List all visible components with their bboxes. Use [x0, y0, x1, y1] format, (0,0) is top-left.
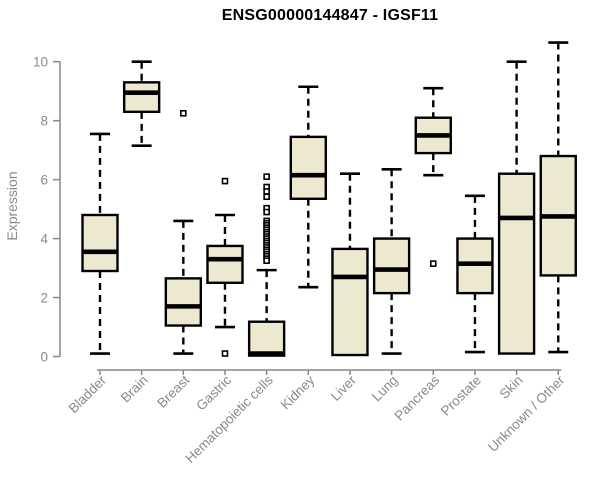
box: [497, 172, 536, 355]
category-label: Unknown / Other: [485, 372, 568, 455]
box: [372, 237, 411, 295]
y-tick-label: 4: [40, 232, 48, 247]
outlier-point: [263, 188, 270, 195]
category-label: Liver: [328, 372, 360, 404]
category-label: Breast: [154, 372, 192, 410]
category-label: Pancreas: [391, 372, 442, 423]
category-label: Brain: [118, 373, 151, 406]
y-tick-label: 6: [40, 173, 48, 188]
y-tick-label: 8: [40, 114, 48, 129]
category-label: Bladder: [66, 372, 110, 416]
outlier-point: [429, 260, 437, 267]
outlier-point: [221, 350, 229, 357]
box: [164, 277, 203, 327]
box: [247, 320, 286, 357]
box: [206, 244, 244, 284]
box: [289, 135, 327, 200]
chart-title: ENSG00000144847 - IGSF11: [221, 7, 439, 24]
box: [331, 247, 369, 357]
y-tick-label: 0: [40, 350, 48, 365]
category-label: Skin: [497, 373, 526, 402]
outlier-point: [263, 193, 270, 201]
outlier-point: [221, 177, 229, 185]
box: [81, 213, 119, 273]
outlier-point: [180, 109, 187, 117]
category-label: Kidney: [278, 372, 318, 412]
outlier-point: [263, 257, 270, 264]
box: [122, 81, 161, 114]
outlier-point: [263, 173, 270, 180]
y-tick-label: 2: [40, 291, 48, 306]
category-label: Lung: [369, 373, 401, 405]
outlier-point: [263, 208, 270, 216]
category-label: Gastric: [193, 372, 234, 413]
category-label: Prostate: [438, 373, 484, 419]
y-tick-label: 10: [33, 55, 48, 70]
